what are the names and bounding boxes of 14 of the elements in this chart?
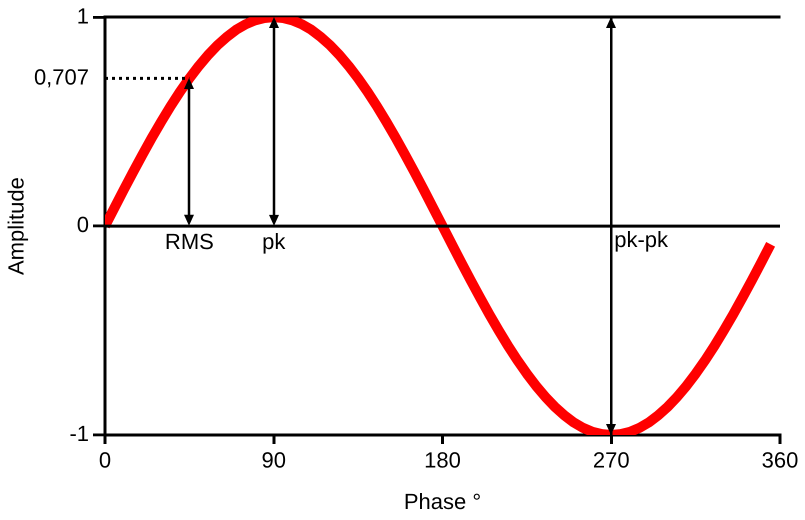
x-tick-label: 270 [592,447,630,472]
y-tick-label: 1 [76,3,89,28]
y-axis-title: Amplitude [3,177,28,276]
x-axis-title: Phase ° [404,488,482,514]
x-tick-label: 90 [262,447,286,472]
y-tick-label: 0 [76,212,89,238]
x-tick-label: 180 [424,447,461,472]
y-tick-label: -1 [69,421,89,446]
annotation: RMS [164,229,214,254]
x-tick-label: 360 [762,447,798,472]
x-tick-label: 0 [98,447,112,472]
annotation: pk [262,229,286,254]
ref-line-label: 0,707 [34,64,89,90]
ref-line-label: pk-pk [614,227,670,252]
